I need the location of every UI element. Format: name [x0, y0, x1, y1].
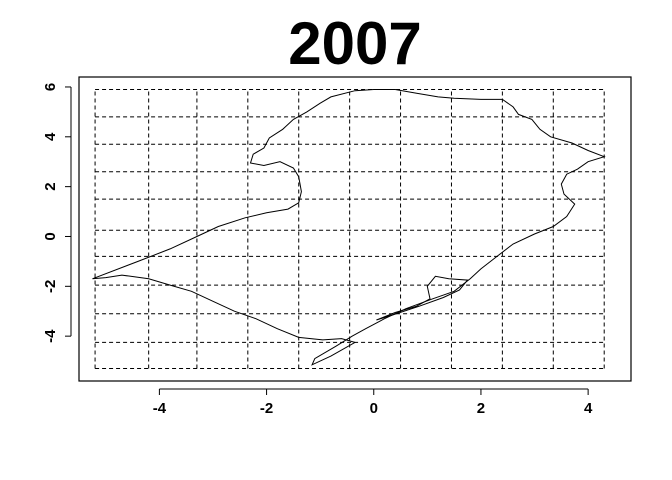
x-axis: -4 -2 0 2 4: [153, 388, 593, 417]
y-axis: -4 -2 0 2 4 6: [42, 83, 72, 343]
x-tick-label: 4: [584, 400, 593, 417]
plot-frame: [78, 76, 632, 382]
y-tick-label: 6: [42, 83, 59, 91]
x-tick-label: 2: [477, 400, 485, 417]
x-tick-label: -2: [260, 400, 273, 417]
chart-title: 2007: [288, 10, 421, 77]
state-boundary: [92, 89, 606, 366]
y-tick-label: 2: [42, 182, 59, 190]
y-tick-label: 4: [42, 132, 59, 141]
y-tick-label: 0: [42, 232, 59, 240]
x-tick-label: 0: [370, 400, 378, 417]
y-tick-label: -2: [42, 280, 59, 293]
graticule-grid: [94, 88, 605, 370]
region-outline: [92, 89, 606, 366]
x-tick-label: -4: [153, 400, 167, 417]
y-tick-label: -4: [42, 329, 59, 343]
lagoon-boundary: [376, 275, 469, 321]
